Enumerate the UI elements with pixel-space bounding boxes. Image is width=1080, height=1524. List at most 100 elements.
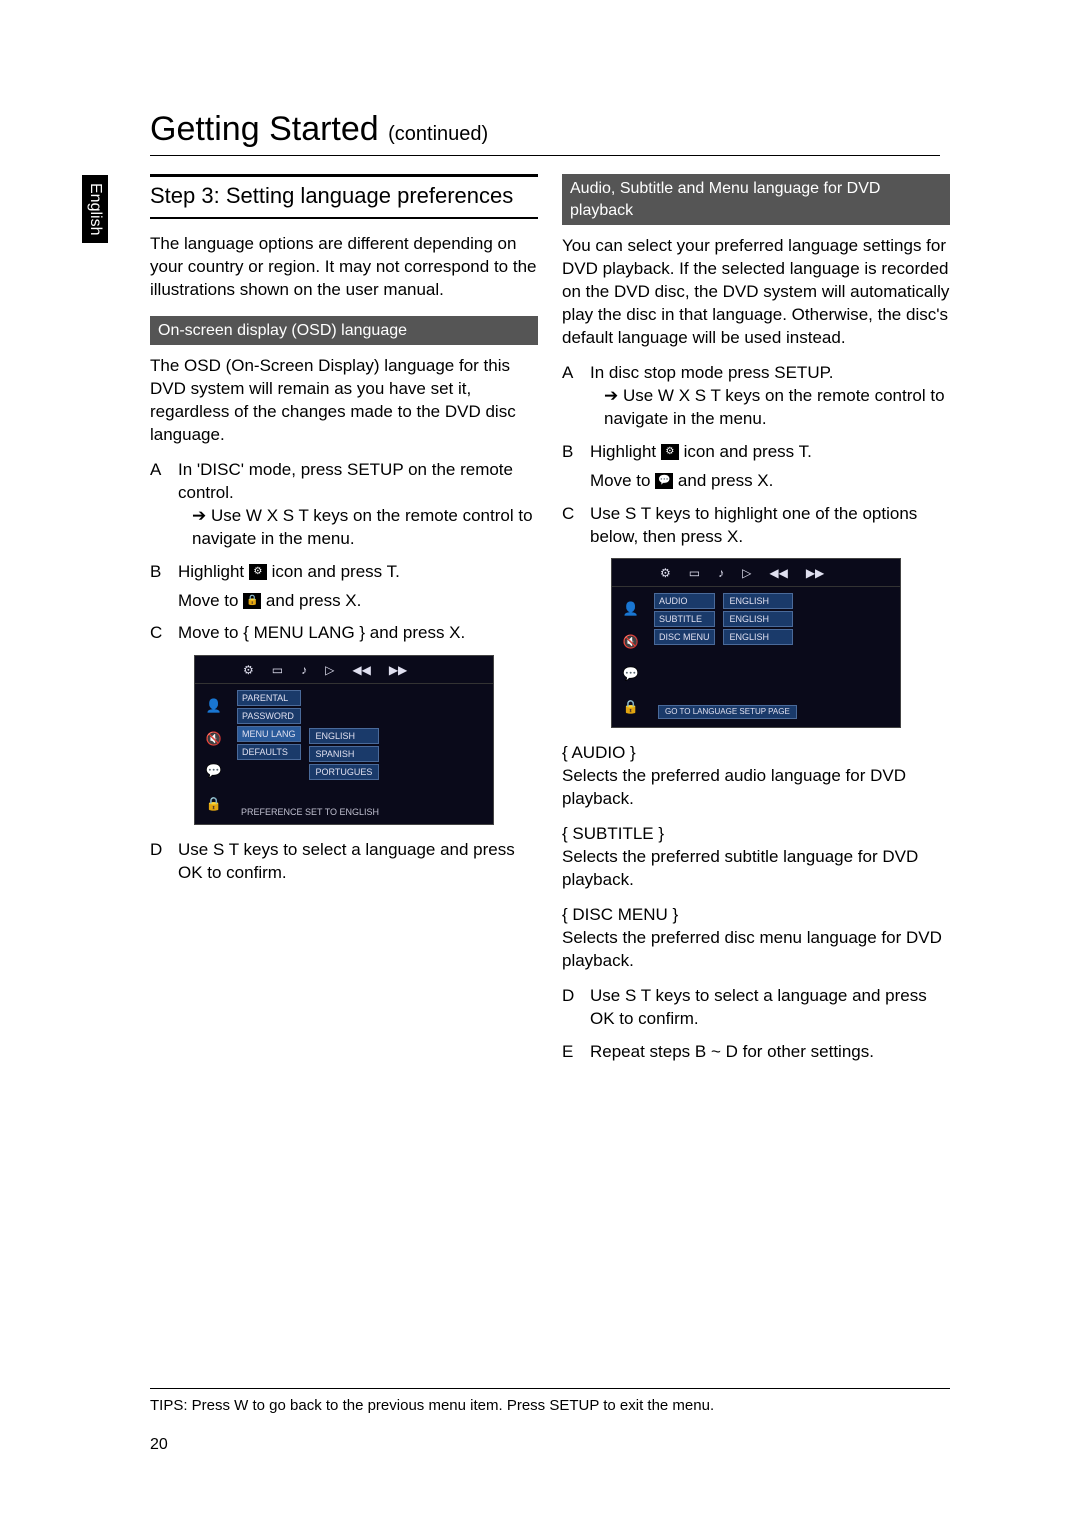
osd-right-list: ENGLISH SPANISH PORTUGUES (305, 684, 493, 826)
settings-icon: ⚙ (249, 564, 267, 580)
osd-left-icon: 🔒 (206, 795, 222, 813)
step-a-text: In disc stop mode press SETUP. (590, 363, 833, 382)
osd-top-icon: ◀◀ (769, 565, 787, 581)
step-b-pre: Highlight (590, 442, 661, 461)
step-d: D Use S T keys to select a language and … (150, 839, 538, 885)
tips-footer: TIPS: Press W to go back to the previous… (150, 1388, 950, 1414)
osd-top-icon: ⚙ (660, 565, 671, 581)
step-a-text: In 'DISC' mode, press SETUP on the remot… (178, 460, 513, 502)
step-e-right: E Repeat steps B ~ D for other settings. (562, 1041, 950, 1064)
page-title: Getting Started (continued) (150, 110, 940, 156)
opt-subtitle-desc: Selects the preferred subtitle language … (562, 846, 950, 892)
osd-left-icon: 💬 (206, 762, 222, 780)
step-b-right: B Highlight ⚙ icon and press T. Move to … (562, 441, 950, 493)
language-tab: English (82, 175, 108, 243)
osd-top-icon: ♪ (718, 565, 724, 581)
osd-screenshot-2: ⚙ ▭ ♪ ▷ ◀◀ ▶▶ 👤 🔇 💬 🔒 AUDIO SUBTITLE DIS… (611, 558, 901, 728)
osd-mid-list: PARENTAL PASSWORD MENU LANG DEFAULTS (233, 684, 305, 826)
opt-audio-label: { AUDIO } (562, 742, 950, 765)
step-title: Step 3: Setting language preferences (150, 174, 538, 219)
osd-lang-item: ENGLISH (723, 629, 793, 645)
step-a-sub-text: Use W X S T keys on the remote control t… (604, 386, 945, 428)
step-letter: A (150, 459, 168, 551)
osd-footer: PREFERENCE SET TO ENGLISH (241, 806, 379, 818)
osd-top-icon: ▶▶ (806, 565, 824, 581)
osd-lang-item: ENGLISH (723, 593, 793, 609)
step-b-move-post: and press X. (261, 591, 361, 610)
osd-screenshot-1: ⚙ ▭ ♪ ▷ ◀◀ ▶▶ 👤 🔇 💬 🔒 PARENTAL PASSWORD … (194, 655, 494, 825)
osd-left-icon: 👤 (623, 600, 639, 618)
osd-top-icon: ♪ (301, 662, 307, 678)
title-continued: (continued) (388, 123, 488, 145)
osd-top-icon: ▭ (272, 662, 283, 678)
osd-left-icon: 👤 (206, 697, 222, 715)
osd-left-icon: 🔒 (623, 698, 639, 716)
settings-icon: ⚙ (661, 444, 679, 460)
step-c: C Move to { MENU LANG } and press X. (150, 622, 538, 645)
speech-icon: 💬 (655, 473, 673, 489)
osd-top-icon: ▷ (325, 662, 334, 678)
step-e-text: Repeat steps B ~ D for other settings. (590, 1041, 950, 1064)
step-b-move-pre: Move to (590, 471, 655, 490)
opt-discmenu-desc: Selects the preferred disc menu language… (562, 927, 950, 973)
osd-top-icon: ▶▶ (389, 662, 407, 678)
osd-section-bar: On-screen display (OSD) language (150, 316, 538, 346)
step-letter: B (562, 441, 580, 493)
step-a: A In 'DISC' mode, press SETUP on the rem… (150, 459, 538, 551)
step-a-sub: ➔ Use W X S T keys on the remote control… (590, 385, 950, 431)
step-b: B Highlight ⚙ icon and press T. Move to … (150, 561, 538, 613)
step-d-text: Use S T keys to select a language and pr… (178, 839, 538, 885)
step-a-sub: ➔ Use W X S T keys on the remote control… (178, 505, 538, 551)
step-d-text: Use S T keys to select a language and pr… (590, 985, 950, 1031)
step-a-sub-text: Use W X S T keys on the remote control t… (192, 506, 533, 548)
osd-top-icon: ▭ (689, 565, 700, 581)
osd-left-icon: 💬 (623, 665, 639, 683)
step-b-pre: Highlight (178, 562, 249, 581)
osd-mid-item: DEFAULTS (237, 744, 301, 760)
content-columns: Step 3: Setting language preferences The… (150, 174, 950, 1074)
osd-left-icon: 🔇 (623, 633, 639, 651)
right-intro: You can select your preferred language s… (562, 235, 950, 350)
intro-text: The language options are different depen… (150, 233, 538, 302)
osd-top-icons: ⚙ ▭ ♪ ▷ ◀◀ ▶▶ (195, 656, 493, 683)
step-letter: E (562, 1041, 580, 1064)
lock-icon: 🔒 (243, 593, 261, 609)
step-letter: C (562, 503, 580, 549)
lang-section-bar: Audio, Subtitle and Menu language for DV… (562, 174, 950, 225)
osd-top-icon: ◀◀ (352, 662, 370, 678)
step-b-move-post: and press X. (673, 471, 773, 490)
step-c-text: Move to { MENU LANG } and press X. (178, 622, 538, 645)
osd-goto: GO TO LANGUAGE SETUP PAGE (658, 705, 797, 720)
step-a-right: A In disc stop mode press SETUP. ➔ Use W… (562, 362, 950, 431)
osd-top-icon: ▷ (742, 565, 751, 581)
osd-mid-item: PASSWORD (237, 708, 301, 724)
step-letter: B (150, 561, 168, 613)
osd-left-icons: 👤 🔇 💬 🔒 (195, 684, 233, 826)
opt-discmenu-label: { DISC MENU } (562, 904, 950, 927)
opt-audio-desc: Selects the preferred audio language for… (562, 765, 950, 811)
left-column: Step 3: Setting language preferences The… (150, 174, 538, 1074)
osd-top-icons: ⚙ ▭ ♪ ▷ ◀◀ ▶▶ (612, 559, 900, 586)
osd-mid-item: SUBTITLE (654, 611, 715, 627)
page-number: 20 (150, 1436, 168, 1454)
step-letter: D (562, 985, 580, 1031)
osd-intro: The OSD (On-Screen Display) language for… (150, 355, 538, 447)
step-letter: D (150, 839, 168, 885)
step-letter: A (562, 362, 580, 431)
osd-mid-item: DISC MENU (654, 629, 715, 645)
osd-lang-item: SPANISH (309, 746, 379, 762)
step-letter: C (150, 622, 168, 645)
osd-mid-item: PARENTAL (237, 690, 301, 706)
right-column: Audio, Subtitle and Menu language for DV… (562, 174, 950, 1074)
osd-lang-item: ENGLISH (309, 728, 379, 744)
osd-mid-item: MENU LANG (237, 726, 301, 742)
osd-top-icon: ⚙ (243, 662, 254, 678)
osd-lang-item: ENGLISH (723, 611, 793, 627)
osd-left-icons: 👤 🔇 💬 🔒 (612, 587, 650, 729)
opt-subtitle-label: { SUBTITLE } (562, 823, 950, 846)
osd-lang-item: PORTUGUES (309, 764, 379, 780)
title-text: Getting Started (150, 110, 379, 148)
osd-mid-item: AUDIO (654, 593, 715, 609)
osd-left-icon: 🔇 (206, 730, 222, 748)
step-c-text: Use S T keys to highlight one of the opt… (590, 503, 950, 549)
